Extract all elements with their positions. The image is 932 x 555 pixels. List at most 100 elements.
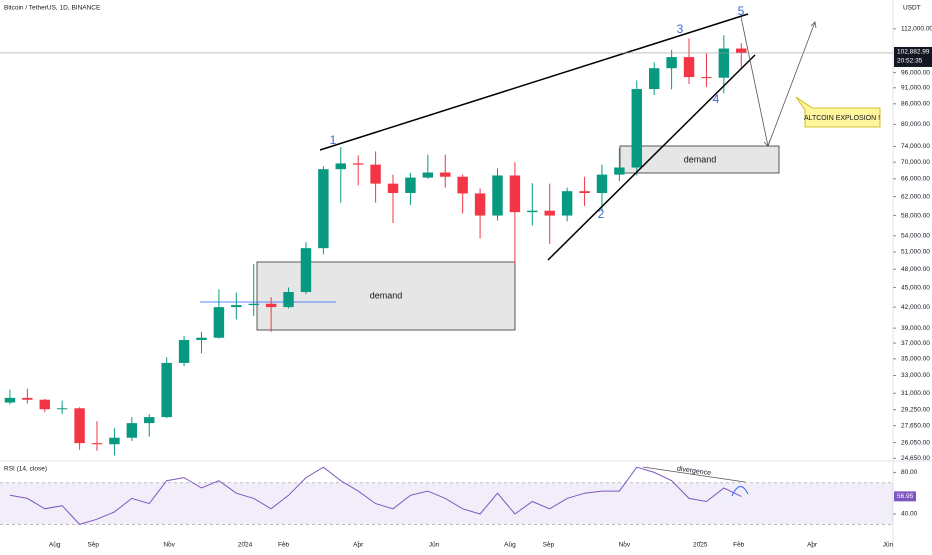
x-tick-label: Nov xyxy=(619,542,631,549)
candle-body xyxy=(4,397,16,403)
x-tick-label: Feb xyxy=(278,542,290,549)
y-tick-label: 80,000.00 xyxy=(901,121,930,128)
y-tick-label: 112,000.00 xyxy=(901,26,932,33)
divergence-line xyxy=(642,466,746,483)
x-tick-label: Apr xyxy=(353,542,364,549)
candle-body xyxy=(74,408,85,444)
y-tick-label: 96,000.00 xyxy=(901,69,930,76)
x-tick-label: Apr xyxy=(807,542,818,549)
candle-body xyxy=(335,163,347,170)
y-tick-label: 70,000.00 xyxy=(901,159,930,166)
candle-body xyxy=(126,423,138,438)
wave-label: 5 xyxy=(738,4,745,18)
arrow-head xyxy=(810,21,817,29)
candle-body xyxy=(457,176,468,194)
demand-zone xyxy=(256,261,516,331)
y-tick-label: 42,000.00 xyxy=(901,304,930,311)
candle-body xyxy=(422,172,434,178)
x-tick-label: 2024 xyxy=(238,542,253,549)
rsi-y-tick-label: 40.00 xyxy=(901,511,918,518)
currency-label: USDT xyxy=(903,5,921,12)
demand-zone xyxy=(619,145,780,174)
candle-body xyxy=(701,77,712,79)
last-price-box xyxy=(894,46,932,67)
rsi-last-box xyxy=(894,491,916,502)
wave-label: 2 xyxy=(598,207,605,221)
candle-body xyxy=(196,337,207,341)
y-tick-label: 35,000.00 xyxy=(901,356,930,363)
last-price-label: 102,882.99 xyxy=(897,49,930,56)
y-tick-label: 39,000.00 xyxy=(901,325,930,332)
candle-body xyxy=(631,89,643,168)
candle-body xyxy=(91,443,103,445)
wave-label: 4 xyxy=(713,92,720,106)
wave-label: 3 xyxy=(677,22,684,36)
trend-line xyxy=(547,54,756,261)
candle-body xyxy=(231,305,242,308)
candle-body xyxy=(492,175,503,216)
callout-text: ALTCOIN EXPLOSION ! xyxy=(804,115,880,122)
x-tick-label: Jun xyxy=(883,542,894,549)
candle-body xyxy=(370,164,381,184)
candle-body xyxy=(213,307,225,338)
candle-body xyxy=(318,169,329,249)
x-tick-label: Nov xyxy=(163,542,175,549)
candle-body xyxy=(648,68,660,90)
x-tick-label: Jun xyxy=(429,542,440,549)
candle-body xyxy=(736,48,747,53)
zone-label: demand xyxy=(684,154,717,164)
x-tick-label: Sep xyxy=(543,542,555,549)
y-tick-label: 27,650.00 xyxy=(901,422,930,429)
x-tick-label: Feb xyxy=(733,542,745,549)
y-tick-label: 33,000.00 xyxy=(901,372,930,379)
candle-body xyxy=(161,362,172,418)
y-tick-label: 24,650.00 xyxy=(901,455,930,462)
candle-body xyxy=(248,303,259,306)
y-tick-label: 74,000.00 xyxy=(901,143,930,150)
rsi-last-label: 56.95 xyxy=(897,493,914,500)
countdown: 20:52:35 xyxy=(897,58,923,65)
rsi-y-tick-label: 80.00 xyxy=(901,469,918,476)
y-tick-label: 26,050.00 xyxy=(901,439,930,446)
chart-title: Bitcoin / TetherUS, 1D, BINANCE xyxy=(4,5,101,12)
trend-line xyxy=(319,13,749,151)
candle-body xyxy=(474,193,486,216)
candle-body xyxy=(509,175,521,213)
y-tick-label: 62,000.00 xyxy=(901,193,930,200)
candle-body xyxy=(596,174,608,193)
y-tick-label: 48,000.00 xyxy=(901,266,930,273)
arrow-head xyxy=(763,139,771,147)
candle-body xyxy=(527,210,538,213)
candle-body xyxy=(178,340,190,363)
candle-body xyxy=(683,57,695,78)
rsi-band xyxy=(0,482,893,525)
x-tick-label: Aug xyxy=(504,542,516,549)
candle-body xyxy=(579,191,590,193)
x-tick-label: 2025 xyxy=(693,542,708,549)
y-tick-label: 31,000.00 xyxy=(901,390,930,397)
zone-label: demand xyxy=(370,290,403,300)
y-tick-label: 86,000.00 xyxy=(901,101,930,108)
y-tick-label: 45,000.00 xyxy=(901,284,930,291)
candle-body xyxy=(56,408,68,410)
candle-body xyxy=(561,191,573,216)
candle-body xyxy=(283,291,294,308)
candle-body xyxy=(666,57,677,69)
divergence-label: divergence xyxy=(677,465,712,477)
rsi-title: RSI (14, close) xyxy=(4,466,47,473)
candle-body xyxy=(387,183,399,193)
y-tick-label: 51,000.00 xyxy=(901,249,930,256)
y-tick-label: 37,000.00 xyxy=(901,340,930,347)
candle-body xyxy=(39,399,50,410)
x-tick-label: Aug xyxy=(49,542,61,549)
candle-body xyxy=(144,417,155,424)
wave-label: 1 xyxy=(330,133,337,147)
y-tick-label: 29,250.00 xyxy=(901,406,930,413)
candle-body xyxy=(440,172,451,177)
candle-body xyxy=(22,397,33,400)
candle-body xyxy=(265,303,277,308)
candle-body xyxy=(718,48,730,78)
rsi-line xyxy=(9,466,742,525)
candle-body xyxy=(352,163,364,165)
